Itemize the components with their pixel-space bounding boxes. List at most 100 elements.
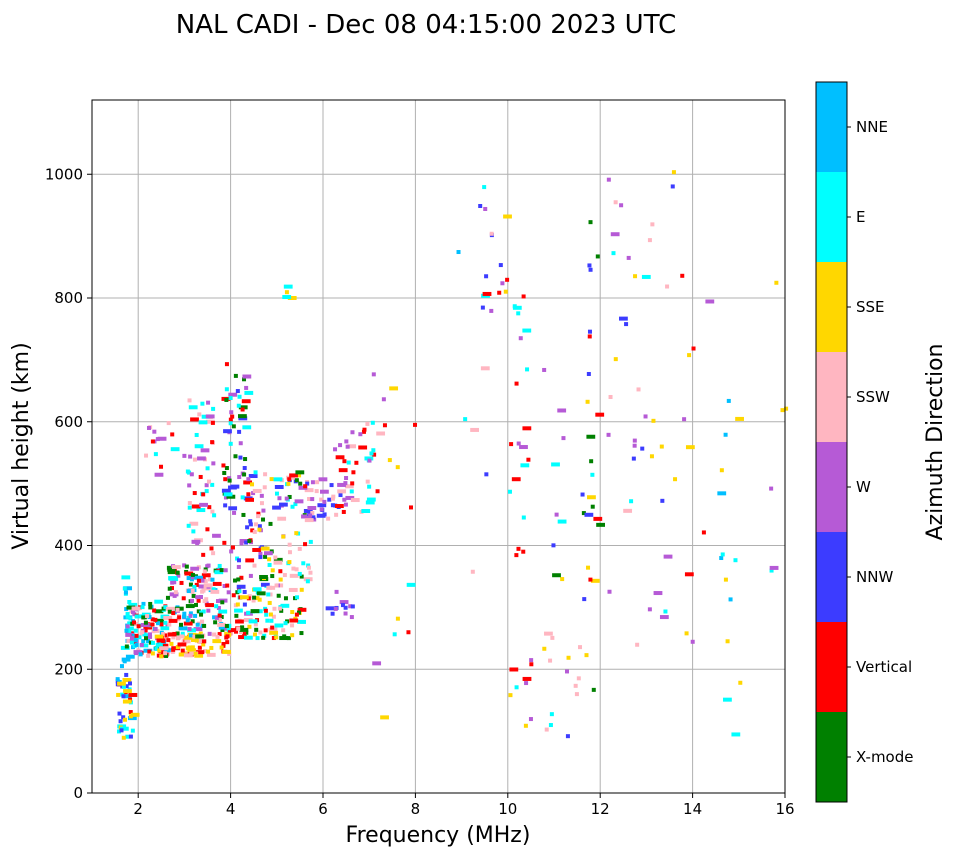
echo-point (152, 429, 157, 434)
echo-point (588, 267, 593, 272)
echo-point (333, 447, 338, 452)
echo-point (226, 626, 231, 631)
echo-point (518, 336, 523, 341)
echo-point (238, 414, 247, 419)
echo-point (509, 667, 519, 672)
echo-point (263, 628, 268, 633)
echo-point (269, 618, 274, 623)
echo-point (236, 626, 241, 631)
echo-point (588, 220, 593, 225)
echo-point (121, 684, 126, 689)
colorbar-frame (815, 81, 848, 803)
echo-point (191, 637, 196, 642)
echo-point (343, 502, 348, 507)
echo-point (671, 170, 676, 175)
echo-point (172, 593, 177, 598)
echo-point (212, 533, 221, 538)
echo-point (726, 398, 731, 403)
echo-point (636, 387, 641, 392)
echo-point (225, 634, 230, 639)
echo-point (224, 466, 229, 471)
echo-point (146, 639, 151, 644)
echo-point (133, 638, 138, 643)
echo-point (262, 485, 267, 490)
echo-point (124, 628, 129, 633)
echo-point (364, 456, 374, 461)
echo-point (264, 612, 269, 617)
echo-point (223, 492, 233, 497)
echo-point (239, 595, 249, 600)
echo-point (187, 648, 197, 653)
echo-point (125, 734, 130, 739)
echo-point (611, 251, 616, 256)
echo-point (687, 353, 692, 358)
echo-point (239, 627, 249, 632)
echo-point (586, 434, 596, 439)
echo-point (581, 511, 586, 516)
echo-point (160, 626, 170, 631)
echo-point (279, 636, 289, 641)
echo-point (210, 577, 215, 582)
echo-point (239, 575, 244, 580)
echo-point (257, 524, 262, 529)
echo-point (190, 572, 195, 577)
echo-point (201, 573, 211, 578)
echo-point (343, 605, 348, 610)
echo-point (115, 677, 120, 682)
echo-point (277, 496, 282, 501)
echo-point (136, 624, 141, 629)
echo-point (278, 569, 283, 574)
echo-point (685, 445, 695, 450)
echo-point (175, 570, 180, 575)
echo-point (263, 554, 268, 559)
echo-point (198, 474, 203, 479)
echo-point (177, 615, 182, 620)
echo-point (304, 518, 314, 523)
echo-point (330, 503, 335, 508)
echo-point (406, 630, 411, 635)
echo-point (176, 635, 181, 640)
echo-point (128, 692, 138, 697)
colorbar-tick-label: X-mode (856, 748, 913, 766)
data-points (115, 170, 789, 740)
echo-point (725, 639, 730, 644)
echo-point (269, 477, 274, 482)
echo-point (266, 592, 271, 597)
colorbar-tick-label: NNW (856, 568, 893, 586)
echo-point (223, 503, 228, 508)
echo-point (228, 392, 238, 397)
colorbar-segment (816, 532, 847, 622)
echo-point (183, 653, 193, 658)
echo-point (551, 543, 556, 548)
echo-point (127, 681, 132, 686)
echo-point (121, 694, 126, 699)
echo-point (651, 418, 656, 423)
echo-point (252, 587, 262, 592)
echo-point (202, 623, 207, 628)
echo-point (252, 488, 262, 493)
echo-point (723, 432, 728, 437)
echo-point (277, 516, 287, 521)
echo-point (202, 599, 207, 604)
echo-point (335, 455, 345, 460)
echo-point (166, 606, 175, 611)
echo-point (137, 635, 142, 640)
echo-point (130, 712, 140, 717)
echo-point (310, 480, 315, 485)
echo-point (351, 470, 356, 475)
echo-point (560, 577, 565, 582)
echo-point (157, 436, 167, 441)
echo-point (184, 564, 189, 569)
echo-point (183, 635, 193, 640)
echo-point (498, 263, 503, 268)
echo-point (185, 618, 190, 623)
echo-point (198, 584, 208, 589)
echo-point (769, 568, 774, 573)
echo-point (205, 527, 210, 532)
echo-point (167, 570, 177, 575)
echo-point (169, 586, 174, 591)
echo-point (135, 614, 144, 619)
echo-point (188, 611, 193, 616)
echo-point (338, 468, 348, 473)
echo-point (585, 399, 590, 404)
